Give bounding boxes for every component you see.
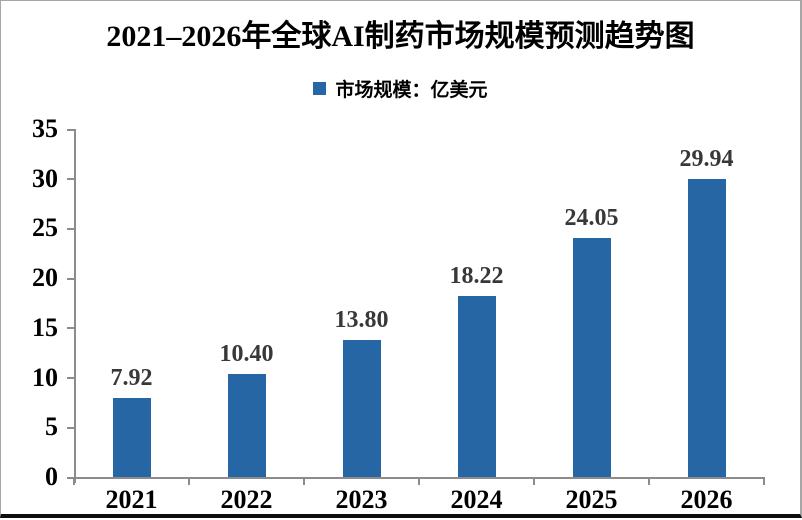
chart-title: 2021–2026年全球AI制药市场规模预测趋势图: [106, 20, 695, 53]
x-tick: [763, 477, 765, 485]
bar-value-label: 13.80: [334, 306, 389, 333]
y-axis-label: 15: [32, 312, 58, 342]
x-tick: [73, 477, 75, 485]
y-tick: [67, 327, 74, 330]
bar: [342, 339, 381, 477]
y-tick: [67, 377, 74, 380]
y-tick: [67, 227, 74, 230]
y-tick: [67, 426, 74, 429]
y-axis-label: 20: [32, 263, 58, 293]
y-tick: [67, 476, 74, 479]
bar: [687, 179, 726, 477]
y-axis-label: 30: [32, 163, 58, 193]
x-axis-label: 2024: [450, 485, 503, 514]
y-axis-label: 25: [32, 213, 58, 243]
x-axis-label: 2026: [680, 485, 733, 514]
bar-value-label: 18.22: [449, 262, 504, 289]
bar: [457, 295, 496, 477]
bar: [112, 398, 151, 477]
y-axis-label: 35: [32, 114, 58, 143]
y-tick: [67, 128, 74, 131]
x-tick: [303, 477, 305, 485]
x-tick: [418, 477, 420, 485]
x-axis-label: 2021: [105, 485, 158, 514]
x-axis-label: 2025: [565, 485, 618, 514]
bar-value-label: 7.92: [110, 365, 153, 392]
bar-value-label: 29.94: [679, 146, 734, 173]
x-axis-label: 2022: [220, 485, 273, 514]
x-tick: [533, 477, 535, 485]
y-axis-label: 10: [32, 362, 58, 392]
bar: [572, 237, 611, 477]
legend-swatch-icon: [313, 82, 327, 95]
y-axis-label: 0: [45, 462, 58, 491]
y-axis-line: [74, 129, 76, 483]
y-tick: [67, 178, 74, 181]
x-tick: [188, 477, 190, 485]
y-tick: [67, 277, 74, 280]
legend-label: 市场规模：亿美元: [335, 80, 488, 101]
y-axis-label: 5: [45, 412, 58, 442]
bar-value-label: 24.05: [564, 204, 619, 231]
bar: [227, 373, 266, 477]
bar-value-label: 10.40: [219, 340, 274, 367]
x-tick: [648, 477, 650, 485]
legend: 市场规模：亿美元: [1, 75, 800, 102]
x-axis-label: 2023: [335, 485, 388, 514]
